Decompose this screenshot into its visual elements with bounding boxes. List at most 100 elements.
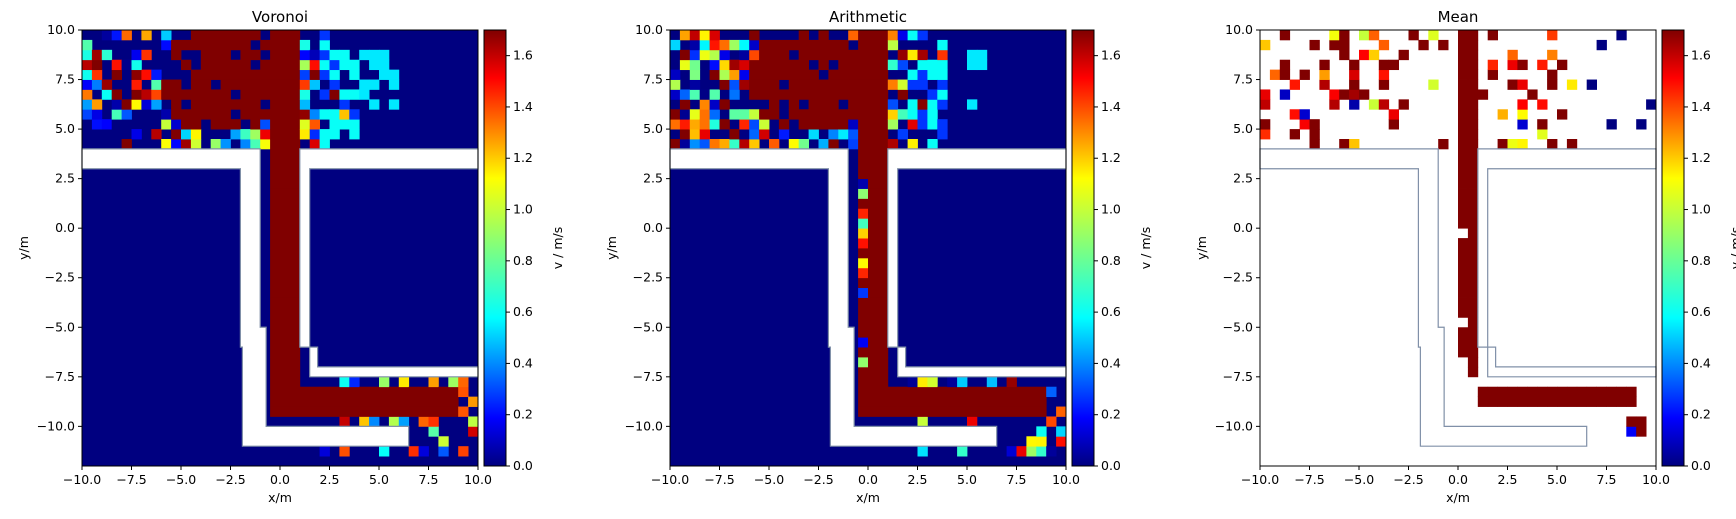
colorbar-tick-label: 0.4: [1101, 355, 1121, 370]
colorbar-tick-label: 0.8: [1691, 253, 1711, 268]
chart-title: Arithmetic: [829, 8, 907, 26]
colorbar-tick-label: 1.2: [1101, 150, 1121, 165]
y-axis-label: y/m: [16, 236, 31, 260]
x-tick-label: 2.5: [320, 472, 340, 487]
y-axis-label: y/m: [604, 236, 619, 260]
colorbar-gradient: [1071, 29, 1095, 467]
colorbar-tick-label: 1.4: [1691, 99, 1711, 114]
wall-outline: [1259, 148, 1588, 447]
y-tick-label: 2.5: [1233, 171, 1253, 186]
heatmap-cells: [1260, 30, 1657, 437]
y-tick-label: −10.0: [625, 418, 663, 433]
x-tick-label: 7.5: [1597, 472, 1617, 487]
y-tick-label: 10.0: [47, 22, 75, 37]
x-tick-label: −2.5: [803, 472, 833, 487]
y-tick-label: −2.5: [633, 270, 663, 285]
y-tick-label: 0.0: [643, 220, 663, 235]
y-tick-label: 2.5: [55, 171, 75, 186]
x-tick-label: −7.5: [116, 472, 146, 487]
colorbar-tick-label: 1.0: [1101, 202, 1121, 217]
colorbar-tick-label: 0.6: [1101, 304, 1121, 319]
colorbar-label: v / m/s: [1728, 227, 1736, 269]
colorbar: 0.0 0.2 0.4 0.6 0.8 1.0 1.2 1.4 1.6 v / m/s: [483, 29, 565, 473]
y-tick-label: −5.0: [633, 319, 663, 334]
colorbar: 0.0 0.2 0.4 0.6 0.8 1.0 1.2 1.4 1.6 v / m/s: [1071, 29, 1153, 473]
colorbar-tick-label: 1.0: [513, 202, 533, 217]
x-tick-label: −5.0: [1344, 472, 1374, 487]
y-tick-label: 0.0: [1233, 220, 1253, 235]
x-tick-label: 5.0: [1547, 472, 1567, 487]
x-tick-label: 7.5: [1007, 472, 1027, 487]
y-tick-label: 5.0: [1233, 121, 1253, 136]
y-tick-label: −2.5: [45, 270, 75, 285]
x-axis-label: x/m: [1446, 490, 1470, 505]
y-tick-label: 7.5: [643, 72, 663, 87]
colorbar-tick-label: 0.2: [1691, 407, 1711, 422]
heatmap-cells: [82, 30, 479, 457]
panel-voronoi: −10.0 −7.5 −5.0 −2.5 0.0 2.5 5.0 7.5 10.0 10.0 7.5…: [16, 8, 565, 505]
panel-arithmetic: −10.0 −7.5 −5.0 −2.5 0.0 2.5 5.0 7.5 10.0 10.0 7.5…: [604, 8, 1153, 505]
x-tick-label: 10.0: [464, 472, 492, 487]
colorbar-tick-label: 0.2: [513, 407, 533, 422]
y-tick-label: −7.5: [45, 369, 75, 384]
x-tick-label: 2.5: [908, 472, 928, 487]
y-tick-label: 7.5: [55, 72, 75, 87]
colorbar-gradient: [483, 29, 507, 467]
x-tick-label: −10.0: [651, 472, 689, 487]
y-tick-label: 10.0: [635, 22, 663, 37]
x-tick-label: 5.0: [957, 472, 977, 487]
x-tick-label: 0.0: [1448, 472, 1468, 487]
chart-title: Voronoi: [252, 8, 308, 26]
colorbar-tick-label: 0.8: [1101, 253, 1121, 268]
y-tick-label: −2.5: [1223, 270, 1253, 285]
colorbar-tick-label: 1.4: [1101, 99, 1121, 114]
y-tick-label: −5.0: [45, 319, 75, 334]
x-axis-label: x/m: [268, 490, 292, 505]
y-tick-label: 10.0: [1225, 22, 1253, 37]
colorbar-tick-label: 0.6: [1691, 304, 1711, 319]
y-tick-label: 0.0: [55, 220, 75, 235]
colorbar-tick-label: 1.2: [513, 150, 533, 165]
x-tick-label: −10.0: [1241, 472, 1279, 487]
colorbar-label: v / m/s: [1138, 227, 1153, 269]
colorbar-tick-label: 0.8: [513, 253, 533, 268]
panel-mean: −10.0 −7.5 −5.0 −2.5 0.0 2.5 5.0 7.5 10.0 10.0 7.5…: [1194, 8, 1736, 505]
x-tick-label: 7.5: [419, 472, 439, 487]
x-tick-label: −7.5: [1294, 472, 1324, 487]
x-tick-label: −10.0: [63, 472, 101, 487]
y-tick-label: 2.5: [643, 171, 663, 186]
y-tick-label: −5.0: [1223, 319, 1253, 334]
wall-outline: [669, 148, 998, 447]
x-tick-label: −2.5: [215, 472, 245, 487]
y-tick-label: 7.5: [1233, 72, 1253, 87]
wall-outline: [81, 148, 410, 447]
colorbar-tick-label: 1.4: [513, 99, 533, 114]
y-axis-label: y/m: [1194, 236, 1209, 260]
colorbar-tick-label: 0.0: [1691, 458, 1711, 473]
x-tick-label: 10.0: [1642, 472, 1670, 487]
y-tick-label: −7.5: [1223, 369, 1253, 384]
x-tick-label: −2.5: [1393, 472, 1423, 487]
y-tick-label: −7.5: [633, 369, 663, 384]
x-tick-label: 5.0: [369, 472, 389, 487]
colorbar-tick-label: 1.2: [1691, 150, 1711, 165]
y-tick-label: −10.0: [1215, 418, 1253, 433]
colorbar-tick-label: 0.2: [1101, 407, 1121, 422]
x-tick-label: 0.0: [858, 472, 878, 487]
y-tick-label: 5.0: [643, 121, 663, 136]
colorbar-tick-label: 1.0: [1691, 202, 1711, 217]
colorbar-tick-label: 0.0: [513, 458, 533, 473]
heatmap-cells: [670, 30, 1067, 457]
x-tick-label: −7.5: [704, 472, 734, 487]
colorbar-label: v / m/s: [550, 227, 565, 269]
colorbar-tick-label: 0.4: [1691, 355, 1711, 370]
chart-title: Mean: [1438, 8, 1479, 26]
y-tick-label: −10.0: [37, 418, 75, 433]
x-tick-label: −5.0: [166, 472, 196, 487]
colorbar-tick-label: 0.6: [513, 304, 533, 319]
colorbar-tick-label: 1.6: [1691, 48, 1711, 63]
x-tick-label: −5.0: [754, 472, 784, 487]
colorbar: 0.0 0.2 0.4 0.6 0.8 1.0 1.2 1.4 1.6 v / m/s: [1661, 29, 1736, 473]
x-tick-label: 2.5: [1498, 472, 1518, 487]
